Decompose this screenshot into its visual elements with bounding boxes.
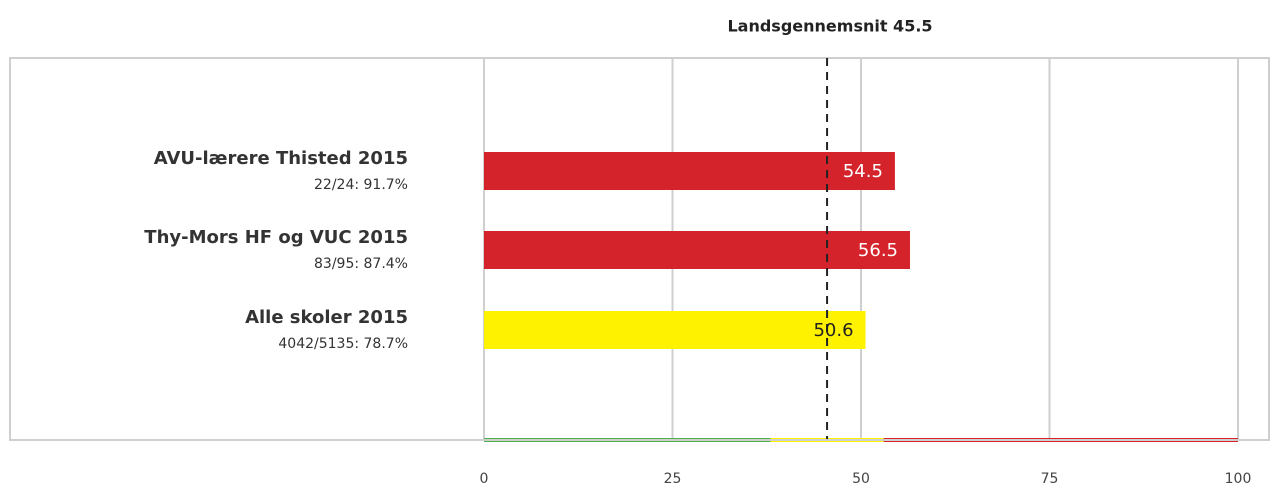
bar <box>484 311 866 349</box>
category-sublabel: 4042/5135: 78.7% <box>278 336 408 352</box>
value-label: 50.6 <box>813 320 853 341</box>
bar <box>484 231 911 269</box>
category-label: Alle skoler 2015 <box>245 307 408 328</box>
category-label: AVU-lærere Thisted 2015 <box>154 148 408 169</box>
x-tick-label: 0 <box>480 471 489 485</box>
bar <box>484 152 895 190</box>
category-sublabel: 83/95: 87.4% <box>314 256 408 272</box>
x-tick-label: 50 <box>852 471 870 485</box>
value-label: 54.5 <box>843 161 883 182</box>
x-tick-label: 75 <box>1041 471 1059 485</box>
reference-label: Landsgennemsnit 45.5 <box>727 17 932 36</box>
category-sublabel: 22/24: 91.7% <box>314 177 408 193</box>
x-tick-label: 100 <box>1225 471 1252 485</box>
x-tick-label: 25 <box>664 471 682 485</box>
category-label: Thy-Mors HF og VUC 2015 <box>144 227 408 248</box>
value-label: 56.5 <box>858 240 898 261</box>
